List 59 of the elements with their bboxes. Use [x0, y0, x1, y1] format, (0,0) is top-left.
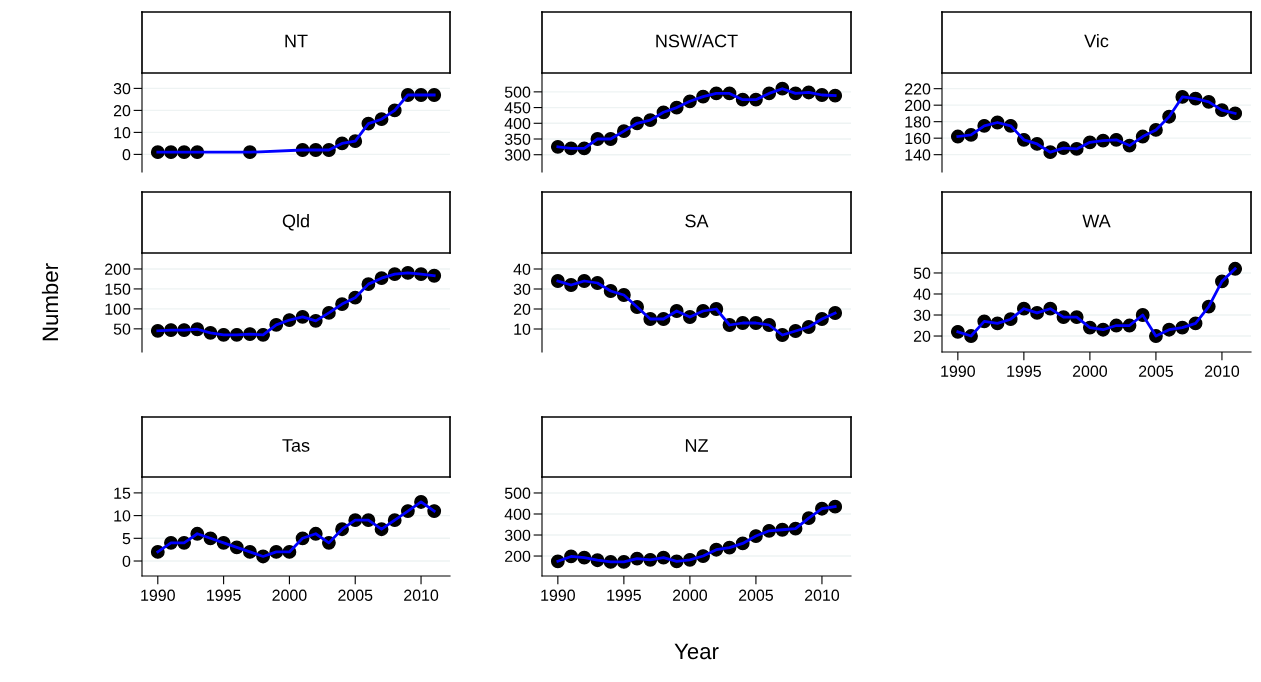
x-tick-label: 1990 — [541, 589, 575, 601]
y-tick-label: 10 — [114, 127, 131, 139]
y-tick-label: 500 — [504, 86, 531, 98]
chart-title: WA — [1082, 214, 1111, 228]
y-tick-label: 50 — [913, 267, 931, 279]
x-tick-label: 2005 — [738, 589, 774, 601]
x-tick-label: 1990 — [141, 589, 175, 601]
chart-title: NT — [285, 34, 308, 48]
x-tick-label: 2000 — [272, 589, 307, 601]
x-tick-label: 1995 — [1007, 365, 1041, 377]
y-tick-label: 10 — [114, 510, 131, 522]
chart-title: SA — [685, 214, 709, 228]
x-tick-label: 2000 — [672, 589, 708, 601]
y-tick-label: 30 — [913, 309, 931, 321]
y-tick-label: 20 — [513, 303, 531, 315]
x-axis-title: Year — [674, 643, 719, 660]
y-tick-label: 100 — [105, 303, 131, 315]
x-tick-label: 2010 — [804, 589, 840, 601]
x-tick-label: 2005 — [338, 589, 373, 601]
y-tick-label: 5 — [122, 533, 131, 545]
chart-title: NSW/ACT — [656, 34, 738, 48]
y-tick-label: 300 — [504, 529, 531, 541]
y-tick-label: 300 — [504, 149, 531, 161]
x-tick-label: 1995 — [607, 589, 641, 601]
y-tick-label: 180 — [905, 116, 931, 128]
y-tick-label: 350 — [504, 133, 531, 145]
y-tick-label: 20 — [113, 105, 131, 117]
y-tick-label: 30 — [113, 83, 131, 95]
x-tick-label: 2005 — [1138, 365, 1174, 377]
y-tick-label: 40 — [913, 288, 931, 300]
y-tick-label: 160 — [905, 132, 931, 145]
y-tick-label: 400 — [504, 508, 531, 520]
y-tick-label: 0 — [122, 149, 131, 161]
y-tick-label: 50 — [113, 323, 131, 335]
x-tick-label: 1995 — [207, 589, 241, 601]
y-tick-label: 40 — [513, 263, 531, 275]
y-tick-label: 450 — [504, 102, 531, 114]
chart-title: Vic — [1084, 34, 1109, 48]
y-tick-label: 200 — [505, 550, 531, 562]
x-tick-label: 1990 — [941, 365, 975, 377]
chart-title: NZ — [685, 439, 708, 452]
y-tick-label: 220 — [905, 83, 931, 95]
y-tick-label: 140 — [905, 149, 931, 161]
chart-title: Tas — [282, 439, 310, 452]
x-tick-label: 2010 — [404, 589, 439, 601]
x-tick-label: 2000 — [1072, 365, 1108, 377]
y-tick-label: 0 — [122, 555, 131, 567]
y-tick-label: 500 — [504, 487, 531, 499]
y-axis-title: Number — [41, 263, 59, 341]
y-tick-label: 150 — [105, 283, 131, 295]
y-tick-label: 10 — [514, 323, 531, 335]
y-tick-label: 30 — [513, 283, 531, 295]
y-tick-label: 400 — [504, 117, 531, 130]
x-tick-label: 2010 — [1204, 365, 1240, 377]
y-tick-label: 20 — [913, 330, 931, 342]
chart-title: Qld — [282, 214, 309, 231]
y-tick-label: 15 — [114, 487, 131, 499]
y-tick-label: 200 — [105, 263, 131, 275]
y-tick-label: 200 — [905, 99, 931, 112]
